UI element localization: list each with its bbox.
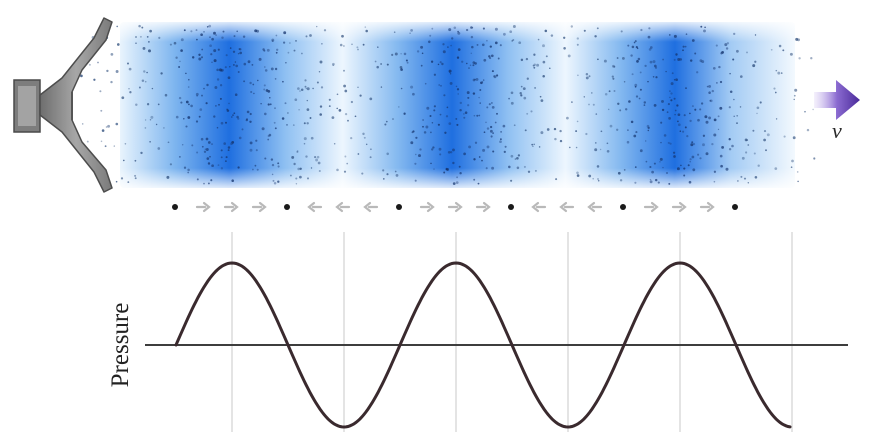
loudspeaker-icon (13, 17, 113, 193)
arrow-right-icon (699, 201, 715, 213)
arrow-left-icon (307, 201, 323, 213)
arrow-right-icon (419, 201, 435, 213)
medium-band (80, 22, 816, 188)
particle-dot (396, 204, 402, 210)
arrow-right-icon (223, 201, 239, 213)
arrow-left-icon (531, 201, 547, 213)
arrow-right-icon (251, 201, 267, 213)
pressure-curve (174, 261, 792, 429)
velocity-label: v (832, 118, 842, 143)
graph-gridlines (231, 232, 793, 432)
arrow-right-icon (195, 201, 211, 213)
particle-dot (732, 204, 738, 210)
arrow-left-icon (363, 201, 379, 213)
velocity-arrow-icon (814, 80, 860, 120)
pressure-graph: Pressure (107, 232, 848, 432)
arrow-right-icon (671, 201, 687, 213)
air-particles (80, 24, 816, 185)
speaker-cone (39, 17, 113, 193)
arrow-right-icon (643, 201, 659, 213)
arrow-left-icon (335, 201, 351, 213)
particle-dot (284, 204, 290, 210)
arrow-left-icon (587, 201, 603, 213)
displacement-arrows (172, 201, 738, 213)
particle-dot (620, 204, 626, 210)
arrow-right-icon (447, 201, 463, 213)
particle-dot (172, 204, 178, 210)
medium-fade (120, 22, 795, 188)
arrow-right-icon (475, 201, 491, 213)
arrow-left-icon (559, 201, 575, 213)
particle-dot (508, 204, 514, 210)
graph-ylabel: Pressure (107, 303, 134, 388)
